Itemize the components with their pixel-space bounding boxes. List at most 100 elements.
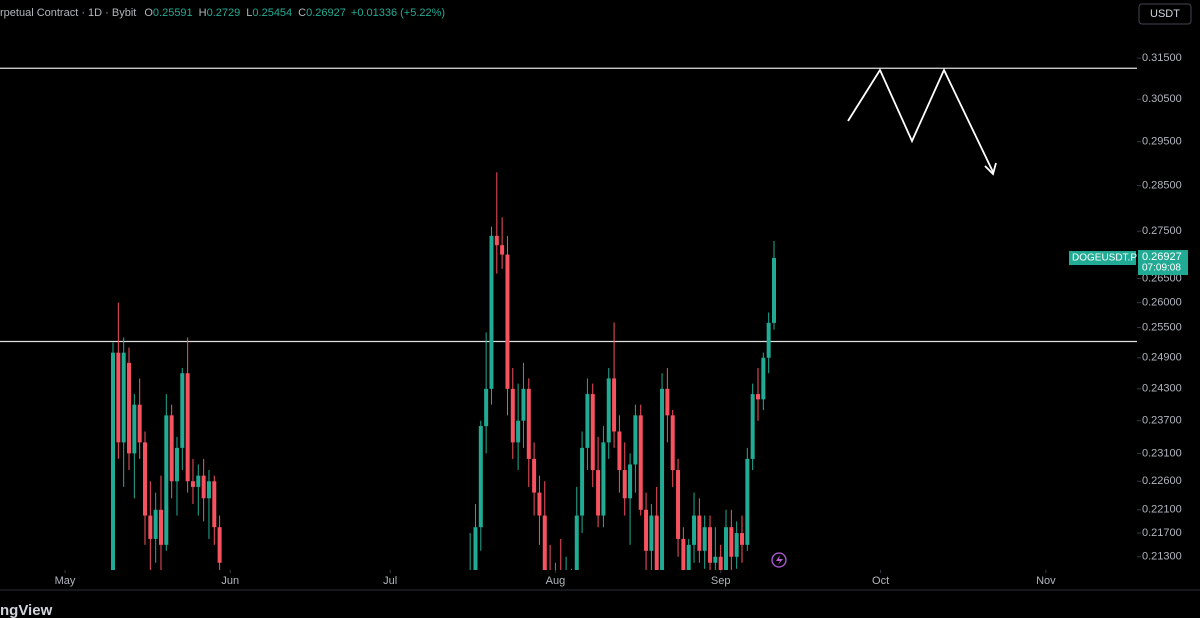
event-icon-bolt [776,555,783,565]
y-tick-label: 0.24300 [1142,383,1182,395]
candle-body [734,533,739,557]
currency-label: USDT [1150,8,1180,20]
x-tick-label: Oct [872,575,889,587]
candle-body [190,481,195,487]
candle-body [169,415,174,482]
candle-body [206,481,211,499]
candle-body [676,470,681,539]
x-tick-label: Jun [221,575,239,587]
header-part: 0.26927 [306,7,346,19]
candle-body [526,388,531,459]
candle-body [617,431,622,471]
candle-body [148,515,153,539]
candle-body [510,388,515,443]
header-part: O [144,7,153,19]
candle-body [670,415,675,471]
candle-body [580,447,585,516]
candle-body [740,533,745,545]
event-icon[interactable] [771,552,787,568]
candle-body [185,373,190,482]
candle-body [494,235,499,246]
candle-body [126,362,131,454]
countdown: 07:09:08 [1142,263,1181,274]
candle-body [116,352,121,443]
candle-body [532,458,537,493]
y-tick-label: 0.24900 [1142,352,1182,364]
candle-body [692,515,697,545]
candle-body [142,442,147,516]
header-part: rpetual Contract · 1D · Bybit [0,7,136,19]
header-part: 0.25454 [252,7,292,19]
candle-body [756,394,760,400]
candle-body [718,556,723,570]
brand: ngView [0,602,53,618]
candle-body [153,509,158,539]
candle-body [180,373,185,448]
x-tick-label: Jul [383,575,397,587]
x-tick-label: Sep [711,575,731,587]
y-tick-label: 0.27500 [1142,225,1182,237]
candle-body [505,254,510,389]
y-tick-label: 0.23100 [1142,447,1182,459]
candle-body [713,556,718,563]
y-tick-label: 0.21700 [1142,527,1182,539]
y-tick-label: 0.30500 [1142,93,1182,105]
header-part: L [246,7,252,19]
candle-body [542,515,547,570]
candle-body [121,352,126,443]
x-tick-label: May [55,575,76,587]
candle-body [574,515,579,570]
header-part: C [298,7,306,19]
arrow-head [984,162,997,176]
candle-body [724,527,729,570]
candle-body [654,515,659,570]
candle-body [500,245,505,255]
x-tick-label: Aug [546,575,566,587]
candle-body [761,357,766,400]
y-tick-label: 0.26000 [1142,297,1182,309]
y-tick-label: 0.28500 [1142,180,1182,192]
candle-body [628,464,633,499]
candle-body [622,470,627,499]
candle-body [686,544,691,570]
price-tag [1138,250,1188,276]
candle-body [612,378,617,432]
currency-button[interactable] [1138,3,1192,25]
candle-body [111,352,116,570]
header-part: 0.25591 [153,7,193,19]
candle-body [644,509,649,551]
candle-body [484,388,489,427]
candle-body [196,475,201,487]
candle-body [590,394,595,471]
candle-body [660,388,665,570]
candle-body [596,470,601,516]
candle-body [478,426,483,528]
candle-body [174,447,179,482]
price-label: 0.26927 [1142,251,1182,263]
candle-body [201,475,206,499]
candle-body [766,322,771,358]
candle-body [537,492,542,516]
candle-body [217,527,222,563]
header-part: H [199,7,207,19]
candle-body [212,481,217,528]
candle-body [585,394,590,448]
candle-body [702,527,707,551]
candle-body [606,378,611,443]
header-part: +0.01336 (+5.22%) [351,7,445,19]
y-tick-label: 0.23700 [1142,415,1182,427]
candle-body [750,394,755,459]
candle-body [681,538,686,570]
y-tick-label: 0.26500 [1142,272,1182,284]
candle-body [132,404,137,454]
y-tick-label: 0.25500 [1142,321,1182,333]
y-tick-label: 0.21300 [1142,551,1182,563]
candle-body [489,235,494,389]
drawn-zigzag [847,67,994,173]
candle-body [164,415,169,545]
symbol-tag [1069,251,1136,266]
candle-body [137,404,142,443]
